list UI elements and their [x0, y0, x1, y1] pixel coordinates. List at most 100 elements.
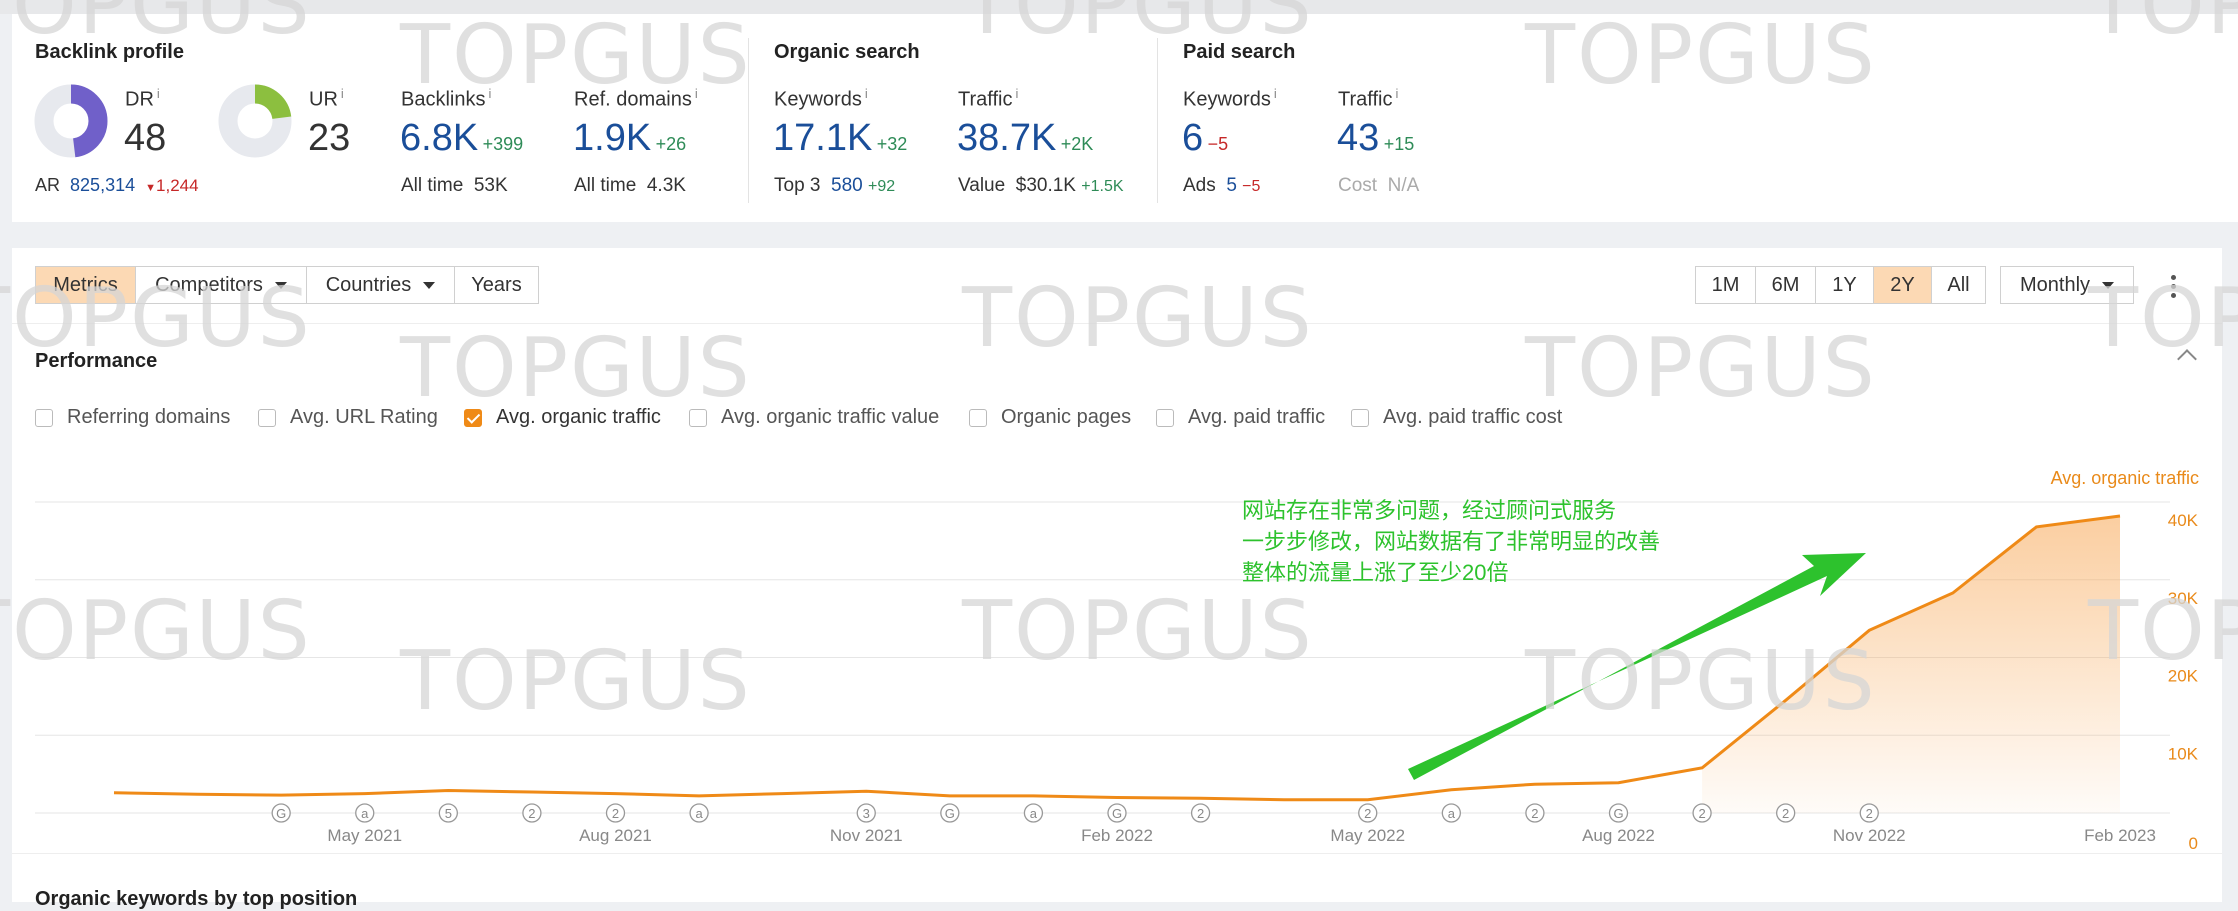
event-marker-circle[interactable] [605, 803, 626, 823]
competitors-dropdown[interactable]: Competitors [135, 266, 307, 304]
checkbox-box[interactable] [689, 408, 707, 427]
info-icon[interactable]: i [864, 86, 868, 101]
event-marker[interactable]: 3 [856, 803, 876, 823]
checkbox-referring-domains[interactable]: Referring domains [35, 406, 230, 429]
event-marker-label: G [276, 806, 286, 821]
checkbox-box[interactable] [1351, 408, 1369, 427]
ur-label: UR i [309, 86, 344, 111]
event-marker-circle[interactable] [1692, 803, 1712, 823]
checkbox-checked[interactable] [464, 408, 482, 427]
range-all-button[interactable]: All [1931, 266, 1986, 304]
event-marker-label: 2 [1364, 806, 1371, 821]
interval-dropdown[interactable]: Monthly [2000, 266, 2134, 304]
event-marker-label: G [1613, 806, 1623, 821]
event-marker[interactable]: 2 [522, 803, 542, 823]
caret-down-icon [2102, 281, 2115, 289]
event-marker[interactable]: 5 [438, 803, 458, 823]
event-marker-circle[interactable] [1441, 803, 1461, 823]
x-tick-label: May 2022 [1330, 826, 1405, 845]
event-marker[interactable]: G [1608, 803, 1629, 823]
info-icon[interactable]: i [1015, 86, 1019, 101]
dr-value: 48 [124, 117, 167, 159]
event-marker-circle[interactable] [1525, 803, 1545, 823]
paid-traffic-value[interactable]: 43 [1337, 117, 1380, 159]
checkbox-avg-organic-traffic[interactable]: Avg. organic traffic [464, 406, 661, 429]
info-icon[interactable]: i [694, 86, 698, 101]
event-marker[interactable]: G [940, 803, 960, 823]
checkbox-box[interactable] [258, 408, 276, 427]
event-marker-circle[interactable] [271, 803, 291, 823]
info-icon[interactable]: i [1395, 86, 1399, 101]
event-marker-circle[interactable] [1776, 803, 1796, 823]
paid-keywords-value-row: 6 −5 [1182, 117, 1228, 160]
organic-keywords-value[interactable]: 17.1K [773, 117, 873, 159]
event-marker-circle[interactable] [1358, 803, 1378, 823]
event-marker-circle[interactable] [940, 803, 960, 823]
y-tick-label: 0 [2189, 834, 2198, 853]
event-marker[interactable]: 2 [1692, 803, 1712, 823]
event-marker-circle[interactable] [1859, 803, 1879, 823]
annotation-arrow-icon [1408, 553, 1866, 780]
years-button[interactable]: Years [454, 266, 539, 304]
event-marker[interactable]: 2 [1525, 803, 1545, 823]
event-marker[interactable]: 2 [1776, 803, 1796, 823]
event-marker[interactable]: 2 [1358, 803, 1378, 823]
backlink-profile-title: Backlink profile [35, 41, 184, 63]
annotation-line: 网站存在非常多问题，经过顾问式服务 [1242, 498, 1617, 523]
event-marker[interactable]: a [355, 803, 375, 823]
event-marker-circle[interactable] [856, 803, 876, 823]
event-marker-label: 3 [863, 806, 870, 821]
info-icon[interactable]: i [1273, 86, 1277, 101]
event-marker-circle[interactable] [522, 803, 542, 823]
event-marker-label: a [1030, 806, 1038, 821]
event-marker[interactable]: G [271, 803, 291, 823]
event-marker[interactable]: 2 [1859, 803, 1879, 823]
event-marker-label: G [1112, 806, 1122, 821]
range-6m-button[interactable]: 6M [1755, 266, 1816, 304]
event-marker-circle[interactable] [1023, 803, 1044, 823]
event-marker-circle[interactable] [1608, 803, 1629, 823]
checkbox-avg-url-rating[interactable]: Avg. URL Rating [258, 406, 438, 429]
annotation-line: 整体的流量上涨了至少20倍 [1242, 560, 1509, 585]
countries-dropdown[interactable]: Countries [306, 266, 455, 304]
checkbox-box[interactable] [969, 408, 987, 427]
event-marker[interactable]: 2 [1190, 803, 1211, 823]
checkbox-organic-pages[interactable]: Organic pages [969, 406, 1131, 429]
event-marker[interactable]: a [1023, 803, 1044, 823]
x-tick-label: Aug 2022 [1582, 826, 1655, 845]
event-marker-circle[interactable] [1190, 803, 1211, 823]
event-marker[interactable]: G [1107, 803, 1127, 823]
info-icon[interactable]: i [488, 86, 492, 101]
more-options-icon[interactable] [2168, 273, 2178, 301]
event-marker[interactable]: 2 [605, 803, 626, 823]
event-marker-label: a [695, 806, 703, 821]
info-icon[interactable]: i [156, 86, 160, 101]
range-1m-button[interactable]: 1M [1695, 266, 1756, 304]
x-tick-label: May 2021 [327, 826, 402, 845]
checkbox-box[interactable] [1156, 408, 1174, 427]
paid-keywords-value[interactable]: 6 [1182, 117, 1204, 159]
event-marker-circle[interactable] [355, 803, 375, 823]
event-marker[interactable]: a [689, 803, 709, 823]
range-1y-button[interactable]: 1Y [1815, 266, 1874, 304]
event-marker[interactable]: a [1441, 803, 1461, 823]
event-marker-circle[interactable] [689, 803, 709, 823]
organic-keywords-label: Keywords i [774, 86, 868, 111]
ar-value[interactable]: 825,314 [70, 175, 136, 195]
backlinks-value[interactable]: 6.8K [400, 117, 479, 159]
checkbox-avg-organic-traffic-value[interactable]: Avg. organic traffic value [689, 406, 939, 429]
checkbox-avg-paid-traffic-cost[interactable]: Avg. paid traffic cost [1351, 406, 1562, 429]
checkbox-avg-paid-traffic[interactable]: Avg. paid traffic [1156, 406, 1325, 429]
event-marker-circle[interactable] [438, 803, 458, 823]
organic-traffic-value[interactable]: 38.7K [957, 117, 1057, 159]
refdomains-value[interactable]: 1.9K [573, 117, 652, 159]
ar-delta: 1,244 [156, 176, 199, 195]
y-tick-label: 10K [2168, 744, 2199, 763]
event-marker-circle[interactable] [1107, 803, 1127, 823]
checkbox-box[interactable] [35, 408, 53, 427]
divider [12, 323, 2222, 324]
info-icon[interactable]: i [340, 86, 344, 101]
event-marker-label: 2 [528, 806, 535, 821]
metrics-tab[interactable]: Metrics [35, 266, 136, 304]
